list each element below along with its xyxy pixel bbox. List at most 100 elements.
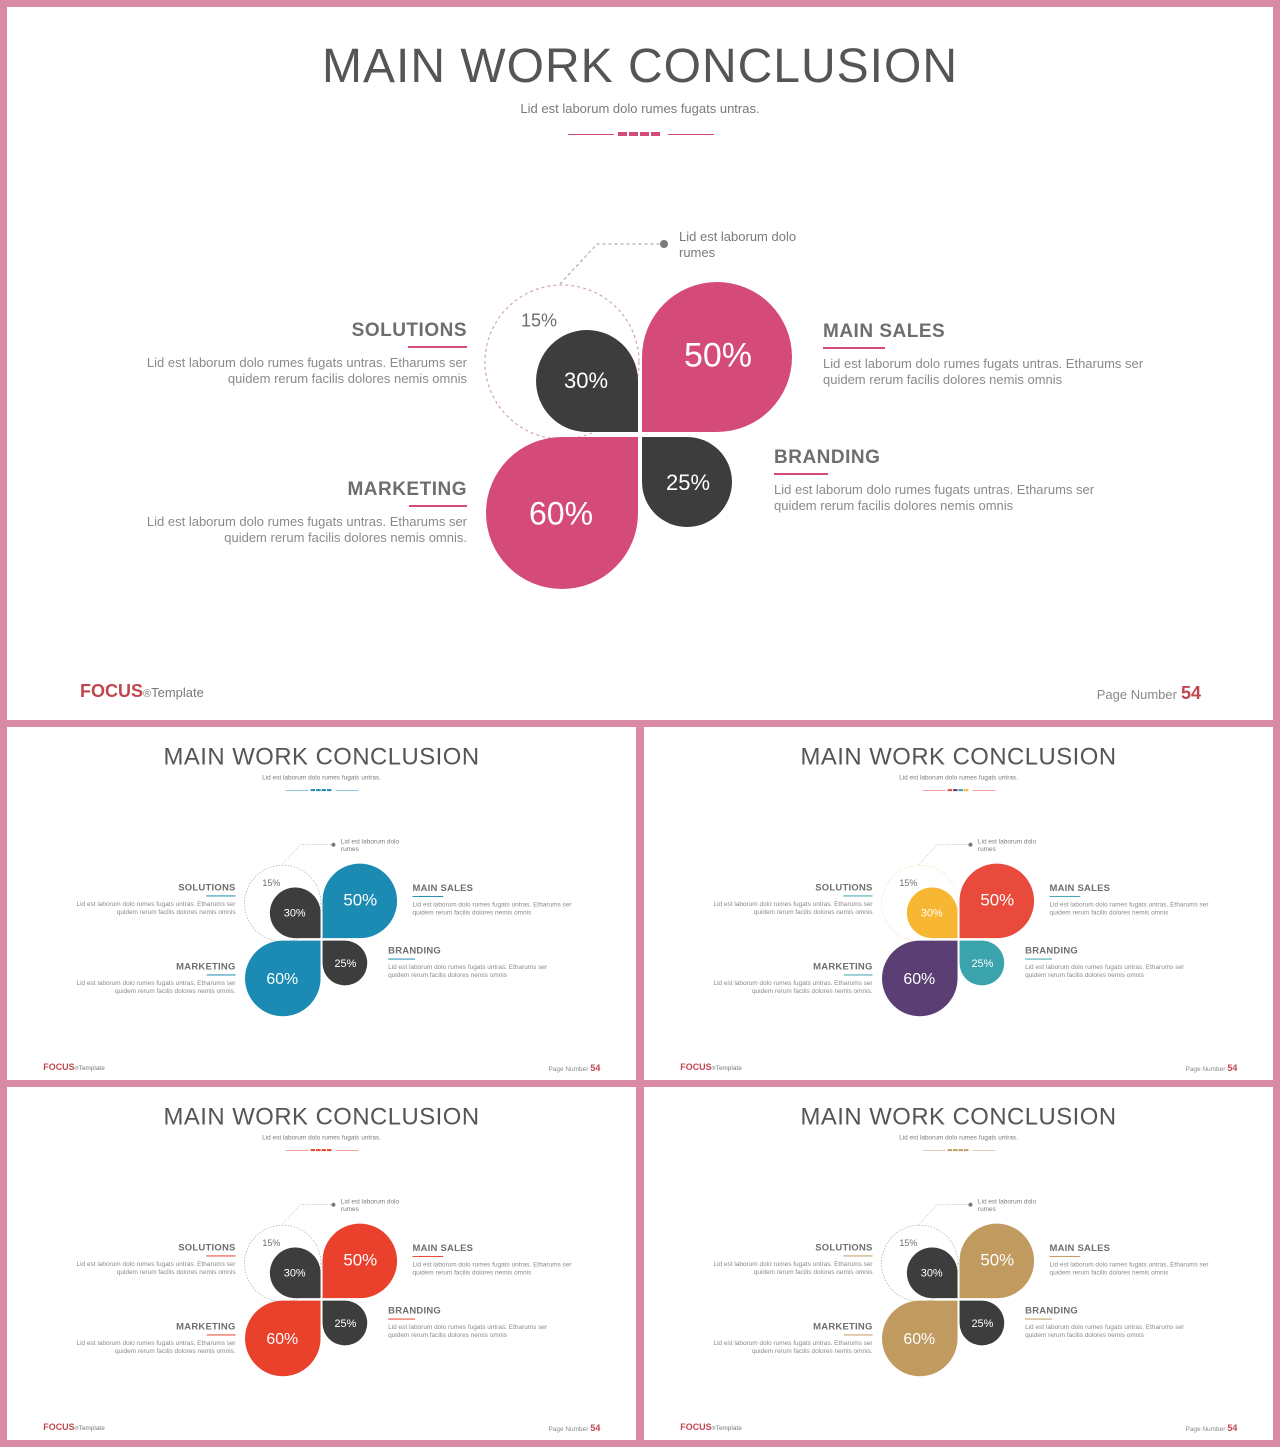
petal-top-left <box>906 1247 958 1299</box>
branding-heading: BRANDING <box>1025 1305 1078 1320</box>
main-sales-heading: MAIN SALES <box>412 1243 474 1257</box>
solutions-heading: SOLUTIONS <box>352 320 467 348</box>
divider-dash-4 <box>964 789 969 792</box>
divider-dash-1 <box>947 1149 953 1152</box>
divider-dash-3 <box>321 789 327 792</box>
petal-bottom-left <box>245 940 321 1017</box>
divider-dash-1 <box>947 789 953 792</box>
petal-label-bottom-right: 25% <box>971 1317 994 1330</box>
registered-mark: ® <box>74 1065 79 1072</box>
block-branding: BRANDING Lid est laborum dolo rumes fuga… <box>774 447 1124 514</box>
footer-brand: FOCUS®Template <box>80 681 204 702</box>
divider-dash-1 <box>310 1149 316 1152</box>
block-branding: BRANDING Lid est laborum dolo rumes fuga… <box>388 946 562 979</box>
heading-underline <box>1025 1318 1053 1320</box>
divider-dash-4 <box>964 1149 969 1152</box>
petal-label-outer: 15% <box>899 877 918 888</box>
heading-underline <box>1049 1255 1081 1257</box>
petal-top-left <box>269 887 321 939</box>
callout-connector <box>281 1204 334 1225</box>
slide-subtitle: Lid est laborum dolo rumes fugats untras… <box>262 773 381 782</box>
marketing-heading: MARKETING <box>176 961 236 976</box>
brand-suffix: Template <box>78 1423 105 1432</box>
slide-pink-large[interactable]: MAIN WORK CONCLUSION Lid est laborum dol… <box>7 7 1273 720</box>
petal-label-top-right: 50% <box>343 1250 378 1270</box>
callout-text: Lid est laborum dolo rumes <box>340 837 400 853</box>
slide-subtitle: Lid est laborum dolo rumes fugats untras… <box>520 101 760 116</box>
block-main-sales: MAIN SALES Lid est laborum dolo rumes fu… <box>412 1243 586 1276</box>
divider-dash-3 <box>640 132 649 136</box>
callout-dot <box>968 842 973 847</box>
petal-top-right <box>322 863 398 939</box>
petal-bottom-left <box>882 1300 958 1377</box>
footer-page: Page Number 54 <box>1097 683 1201 704</box>
divider-dash-3 <box>321 1149 327 1152</box>
callout-text: Lid est laborum dolo rumes <box>340 1197 400 1213</box>
footer-page: Page Number 54 <box>1185 1423 1237 1433</box>
petal-diagram <box>244 1202 398 1377</box>
divider-dash-4 <box>651 132 660 136</box>
main-sales-heading: MAIN SALES <box>823 321 945 349</box>
block-main-sales: MAIN SALES Lid est laborum dolo rumes fu… <box>412 883 586 916</box>
heading-underline <box>1049 895 1081 897</box>
petal-label-top-right: 50% <box>683 336 753 375</box>
block-branding: BRANDING Lid est laborum dolo rumes fuga… <box>388 1306 562 1339</box>
footer-brand: FOCUS®Template <box>680 1062 742 1072</box>
slide-subtitle: Lid est laborum dolo rumes fugats untras… <box>899 1133 1018 1142</box>
divider-dash-2 <box>953 789 958 792</box>
petal-label-bottom-right: 25% <box>971 957 994 970</box>
petal-label-top-left: 30% <box>283 1266 306 1279</box>
title-divider <box>922 1149 996 1152</box>
branding-text: Lid est laborum dolo rumes fugats untras… <box>1025 1323 1185 1339</box>
main-sales-heading: MAIN SALES <box>1049 1243 1111 1257</box>
marketing-heading: MARKETING <box>176 1321 236 1336</box>
block-marketing: MARKETING Lid est laborum dolo rumes fug… <box>699 1322 873 1355</box>
main-sales-text: Lid est laborum dolo rumes fugats untras… <box>1049 900 1209 916</box>
callout-text: Lid est laborum dolo rumes <box>679 229 797 260</box>
petal-label-top-left: 30% <box>283 906 306 919</box>
block-main-sales: MAIN SALES Lid est laborum dolo rumes fu… <box>1049 883 1223 916</box>
footer-brand: FOCUS®Template <box>43 1062 105 1072</box>
petal-bottom-right <box>322 1300 368 1346</box>
slide-title: MAIN WORK CONCLUSION <box>800 743 1117 770</box>
marketing-heading: MARKETING <box>813 1321 873 1336</box>
page-number: 54 <box>590 1062 601 1073</box>
main-sales-heading: MAIN SALES <box>412 883 474 897</box>
divider-dash-4 <box>327 789 332 792</box>
divider-dash-2 <box>316 1149 321 1152</box>
footer-brand: FOCUS®Template <box>680 1422 742 1432</box>
footer-page: Page Number 54 <box>1185 1063 1237 1073</box>
petal-label-top-right: 50% <box>980 890 1015 910</box>
petal-diagram <box>881 842 1035 1017</box>
petal-top-right <box>642 282 792 432</box>
branding-heading: BRANDING <box>388 945 441 960</box>
petal-bottom-left <box>245 1300 321 1377</box>
callout-dot <box>660 240 668 248</box>
block-marketing: MARKETING Lid est laborum dolo rumes fug… <box>62 962 236 995</box>
slide-thumbnail-multicolor[interactable]: MAIN WORK CONCLUSION Lid est laborum dol… <box>644 727 1273 1080</box>
petal-label-top-left: 30% <box>563 368 609 393</box>
divider-line-left <box>568 134 614 135</box>
brand-logo: FOCUS <box>43 1421 75 1432</box>
petal-label-outer: 15% <box>899 1237 918 1248</box>
footer-brand: FOCUS®Template <box>43 1422 105 1432</box>
block-solutions: SOLUTIONS Lid est laborum dolo rumes fug… <box>699 883 873 916</box>
slide-thumbnail-red[interactable]: MAIN WORK CONCLUSION Lid est laborum dol… <box>7 1087 636 1440</box>
registered-mark: ® <box>143 688 152 700</box>
divider-line-right <box>668 134 714 135</box>
petal-label-outer: 15% <box>262 877 281 888</box>
callout-dot <box>331 1202 336 1207</box>
petal-top-left <box>536 330 638 432</box>
solutions-heading: SOLUTIONS <box>815 1242 873 1257</box>
slide-thumbnail-gold[interactable]: MAIN WORK CONCLUSION Lid est laborum dol… <box>644 1087 1273 1440</box>
page-label: Page Number <box>548 1424 589 1433</box>
heading-underline <box>412 895 444 897</box>
footer-page: Page Number 54 <box>548 1063 600 1073</box>
slide-thumbnail-blue[interactable]: MAIN WORK CONCLUSION Lid est laborum dol… <box>7 727 636 1080</box>
heading-underline <box>843 1334 873 1336</box>
petal-diagram <box>881 1202 1035 1377</box>
slide-subtitle: Lid est laborum dolo rumes fugats untras… <box>899 773 1018 782</box>
slide-title: MAIN WORK CONCLUSION <box>163 1103 480 1130</box>
petal-label-top-right: 50% <box>343 890 378 910</box>
heading-underline <box>206 1334 236 1336</box>
